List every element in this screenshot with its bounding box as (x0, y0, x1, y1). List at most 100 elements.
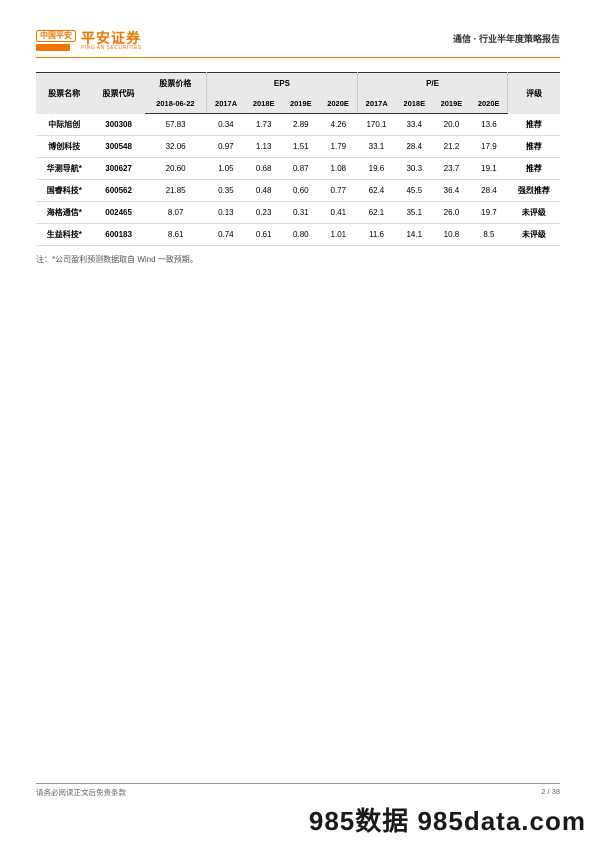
table-cell: 19.1 (470, 157, 508, 179)
header-row-1: 股票名称 股票代码 股票价格 EPS P/E 评级 (36, 73, 560, 95)
footnote: 注：*公司盈利预测数据取自 Wind 一致预期。 (36, 254, 560, 265)
table-cell: 强烈推荐 (508, 179, 560, 201)
table-cell: 1.05 (207, 157, 245, 179)
table-cell: 推荐 (508, 135, 560, 157)
table-cell: 20.0 (433, 114, 470, 136)
col-name: 股票名称 (36, 73, 93, 114)
table-cell: 0.48 (245, 179, 282, 201)
table-cell: 19.6 (357, 157, 395, 179)
table-cell: 19.7 (470, 201, 508, 223)
table-cell: 300548 (93, 135, 145, 157)
table-cell: 1.13 (245, 135, 282, 157)
table-cell: 1.79 (319, 135, 357, 157)
col-eps-group: EPS (207, 73, 358, 95)
table-cell: 62.4 (357, 179, 395, 201)
table-cell: 推荐 (508, 114, 560, 136)
table-cell: 推荐 (508, 157, 560, 179)
table-cell: 0.80 (282, 223, 319, 245)
col-pe-2018e: 2018E (396, 94, 433, 114)
col-pe-2019e: 2019E (433, 94, 470, 114)
table-cell: 1.51 (282, 135, 319, 157)
table-cell: 0.35 (207, 179, 245, 201)
table-cell: 0.87 (282, 157, 319, 179)
logo-badge: 中国平安 (36, 30, 76, 42)
header-divider (36, 57, 560, 58)
footer: 请务必阅读正文后免责条款 2 / 38 (36, 783, 560, 798)
table-cell: 0.74 (207, 223, 245, 245)
table-cell: 300308 (93, 114, 145, 136)
table-cell: 14.1 (396, 223, 433, 245)
logo-block: 中国平安 平安证券 PING AN SECURITIES (36, 30, 142, 51)
table-cell: 华测导航* (36, 157, 93, 179)
table-cell: 17.9 (470, 135, 508, 157)
table-cell: 45.5 (396, 179, 433, 201)
table-row: 生益科技*6001838.610.740.610.801.0111.614.11… (36, 223, 560, 245)
col-eps-2019e: 2019E (282, 94, 319, 114)
logo-en: PING AN SECURITIES (81, 46, 142, 51)
table-cell: 21.85 (145, 179, 207, 201)
table-body: 中际旭创30030857.830.341.732.894.26170.133.4… (36, 114, 560, 246)
col-price-date: 2018-06-22 (145, 94, 207, 114)
table-cell: 0.31 (282, 201, 319, 223)
table-cell: 35.1 (396, 201, 433, 223)
logo-sub-bar (36, 44, 70, 51)
table-cell: 0.61 (245, 223, 282, 245)
table-cell: 中际旭创 (36, 114, 93, 136)
watermark: 985数据 985data.com (309, 801, 586, 838)
logo-cn: 平安证券 (81, 31, 142, 45)
page-header: 中国平安 平安证券 PING AN SECURITIES 通信 · 行业半年度策… (36, 30, 560, 51)
table-cell: 13.6 (470, 114, 508, 136)
table-cell: 170.1 (357, 114, 395, 136)
table-cell: 10.8 (433, 223, 470, 245)
table-cell: 32.06 (145, 135, 207, 157)
table-cell: 0.68 (245, 157, 282, 179)
table-row: 中际旭创30030857.830.341.732.894.26170.133.4… (36, 114, 560, 136)
table-cell: 33.4 (396, 114, 433, 136)
table-cell: 0.97 (207, 135, 245, 157)
logo-left: 中国平安 (36, 30, 76, 51)
table-cell: 1.08 (319, 157, 357, 179)
table-cell: 0.34 (207, 114, 245, 136)
table-cell: 33.1 (357, 135, 395, 157)
table-cell: 11.6 (357, 223, 395, 245)
table-cell: 博创科技 (36, 135, 93, 157)
table-cell: 未评级 (508, 201, 560, 223)
col-pe-group: P/E (357, 73, 508, 95)
table-cell: 1.73 (245, 114, 282, 136)
table-cell: 28.4 (396, 135, 433, 157)
table-cell: 生益科技* (36, 223, 93, 245)
col-rating: 评级 (508, 73, 560, 114)
table-cell: 未评级 (508, 223, 560, 245)
table-cell: 8.5 (470, 223, 508, 245)
table-row: 国睿科技*60056221.850.350.480.600.7762.445.5… (36, 179, 560, 201)
table-cell: 0.23 (245, 201, 282, 223)
table-cell: 0.13 (207, 201, 245, 223)
table-cell: 1.01 (319, 223, 357, 245)
table-cell: 600562 (93, 179, 145, 201)
table-cell: 8.07 (145, 201, 207, 223)
table-cell: 30.3 (396, 157, 433, 179)
table-cell: 2.89 (282, 114, 319, 136)
stock-table: 股票名称 股票代码 股票价格 EPS P/E 评级 2018-06-22 201… (36, 72, 560, 246)
footer-disclaimer: 请务必阅读正文后免责条款 (36, 787, 126, 798)
col-eps-2020e: 2020E (319, 94, 357, 114)
table-cell: 0.60 (282, 179, 319, 201)
col-code: 股票代码 (93, 73, 145, 114)
footer-divider (36, 783, 560, 784)
table-cell: 002465 (93, 201, 145, 223)
table-row: 华测导航*30062720.601.050.680.871.0819.630.3… (36, 157, 560, 179)
table-cell: 300627 (93, 157, 145, 179)
table-cell: 4.26 (319, 114, 357, 136)
table-cell: 28.4 (470, 179, 508, 201)
table-cell: 0.41 (319, 201, 357, 223)
table-cell: 36.4 (433, 179, 470, 201)
table-cell: 23.7 (433, 157, 470, 179)
table-cell: 8.61 (145, 223, 207, 245)
col-pe-2020e: 2020E (470, 94, 508, 114)
table-cell: 国睿科技* (36, 179, 93, 201)
col-eps-2018e: 2018E (245, 94, 282, 114)
logo-text: 平安证券 PING AN SECURITIES (81, 31, 142, 51)
table-cell: 62.1 (357, 201, 395, 223)
col-eps-2017a: 2017A (207, 94, 245, 114)
table-cell: 600183 (93, 223, 145, 245)
